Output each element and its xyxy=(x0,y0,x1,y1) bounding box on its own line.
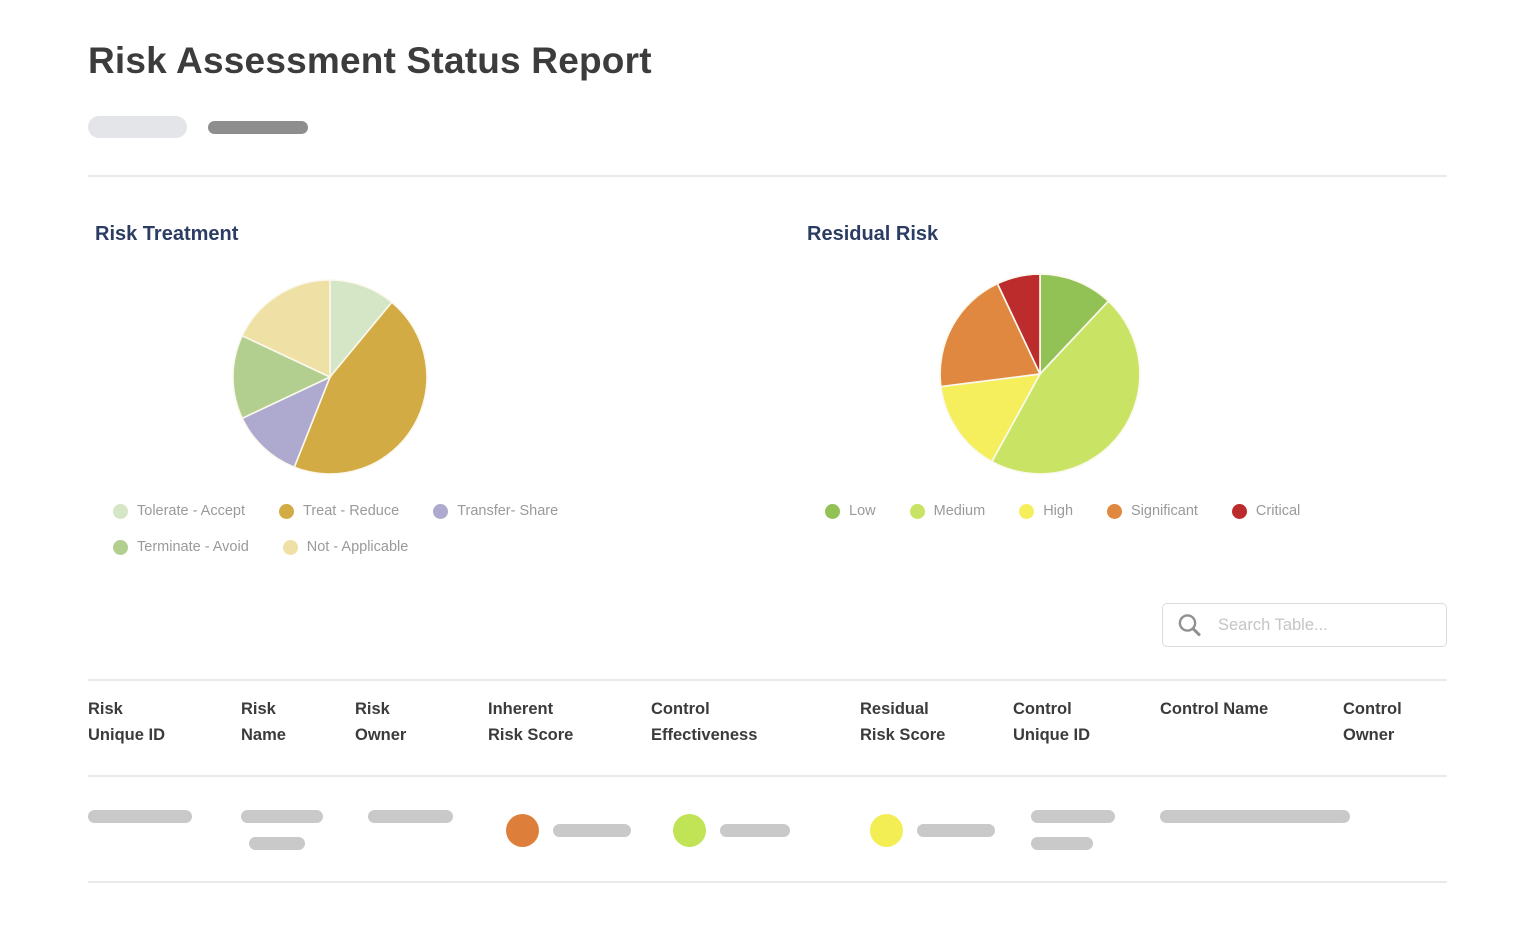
legend-item: Not - Applicable xyxy=(282,539,409,555)
column-header-risk-unique-id: Risk Unique ID xyxy=(88,700,165,745)
legend-item: Significant xyxy=(1107,503,1198,519)
legend-label: Not - Applicable xyxy=(306,539,409,555)
control-effectiveness-badge xyxy=(673,813,706,847)
legend-label: Medium xyxy=(933,503,986,519)
legend-label: Terminate - Avoid xyxy=(137,539,249,555)
legend-label: Critical xyxy=(1255,503,1301,519)
table-bottom-divider xyxy=(88,880,1447,883)
cell-control-owner xyxy=(1343,777,1440,881)
pie-slice-terminate-avoid xyxy=(232,334,332,420)
skeleton-bar xyxy=(249,836,305,850)
residual-risk-chart-block: Residual Risk Low Medium High Significant Cr… xyxy=(768,223,1447,555)
skeleton-bar xyxy=(1031,809,1115,823)
search-input[interactable] xyxy=(1218,615,1428,635)
table-header-divider xyxy=(88,774,1447,777)
search-icon xyxy=(1178,613,1201,636)
cell-inherent-risk-score xyxy=(488,777,651,881)
cell-control-effectiveness xyxy=(651,777,860,881)
table-row[interactable] xyxy=(88,777,1447,881)
legend-dot-icon xyxy=(1107,503,1123,519)
residual-risk-score-badge xyxy=(870,813,903,847)
column-header-inherent-risk-score: Inherent Risk Score xyxy=(488,700,574,745)
column-header-control-name: Control Name xyxy=(1160,700,1269,718)
legend-dot-icon xyxy=(282,539,298,555)
column-header-control-unique-id: Control Unique ID xyxy=(1013,700,1090,745)
legend-label: High xyxy=(1043,503,1074,519)
risk-table: Risk Unique ID Risk Name Risk Owner Inheren… xyxy=(88,679,1447,883)
skeleton-bar xyxy=(917,823,995,837)
cell-control-unique-id xyxy=(1013,777,1160,881)
legend-item: Terminate - Avoid xyxy=(113,539,249,555)
legend-item: High xyxy=(1019,503,1073,519)
legend-dot-icon xyxy=(1019,503,1035,519)
table-toolbar xyxy=(88,603,1447,647)
pie-slice-tolerate-accept xyxy=(329,279,393,380)
skeleton-bar xyxy=(1160,809,1350,823)
legend-label: Significant xyxy=(1131,503,1198,519)
risk-treatment-pie-chart xyxy=(230,277,430,477)
column-header-risk-name: Risk Name xyxy=(241,700,286,745)
risk-treatment-chart-block: Risk Treatment Tolerate - Accept Treat - … xyxy=(88,223,768,555)
skeleton-bar xyxy=(88,809,192,823)
residual-risk-pie-chart xyxy=(937,271,1143,477)
pie-slice-low xyxy=(1039,273,1110,377)
cell-residual-risk-score xyxy=(860,777,1013,881)
table-header-row: Risk Unique ID Risk Name Risk Owner Inheren… xyxy=(88,681,1447,775)
legend-item: Low xyxy=(825,503,876,519)
skeleton-bar xyxy=(720,823,790,837)
legend-item: Transfer- Share xyxy=(433,503,558,519)
pie-slice-transfer-share xyxy=(241,375,332,469)
skeleton-bar xyxy=(553,823,631,837)
charts-section: Risk Treatment Tolerate - Accept Treat - … xyxy=(88,223,1447,555)
risk-treatment-legend: Tolerate - Accept Treat - Reduce Transfer-… xyxy=(113,503,673,555)
subtitle-skeleton-row xyxy=(88,116,1447,138)
legend-item: Treat - Reduce xyxy=(279,503,399,519)
page-title: Risk Assessment Status Report xyxy=(88,40,652,81)
pie-slice-not-applicable xyxy=(241,279,331,379)
cell-risk-name xyxy=(241,777,355,881)
legend-label: Tolerate - Accept xyxy=(137,503,245,519)
pie-slice-medium xyxy=(990,300,1141,475)
pie-slice-treat-reduce xyxy=(293,301,428,475)
legend-dot-icon xyxy=(113,503,128,519)
skeleton-pill-dark xyxy=(208,120,308,134)
skeleton-bar xyxy=(1031,836,1093,850)
risk-treatment-title: Risk Treatment xyxy=(95,223,239,245)
column-header-risk-owner: Risk Owner xyxy=(355,700,407,745)
column-header-residual-risk-score: Residual Risk Score xyxy=(860,700,946,745)
pie-slice-high xyxy=(939,372,1042,463)
legend-dot-icon xyxy=(909,503,925,519)
legend-label: Treat - Reduce xyxy=(303,503,400,519)
residual-risk-legend: Low Medium High Significant Critical xyxy=(825,503,1465,519)
cell-risk-unique-id xyxy=(88,777,241,881)
pie-slice-significant xyxy=(939,282,1042,388)
legend-label: Low xyxy=(849,503,876,519)
legend-dot-icon xyxy=(279,503,294,519)
skeleton-bar xyxy=(241,809,323,823)
legend-dot-icon xyxy=(1231,503,1247,519)
legend-item: Critical xyxy=(1231,503,1301,519)
skeleton-pill-light xyxy=(88,116,187,138)
legend-dot-icon xyxy=(825,503,840,519)
column-header-control-owner: Control Owner xyxy=(1343,700,1402,745)
legend-item: Medium xyxy=(909,503,986,519)
residual-risk-title: Residual Risk xyxy=(807,223,939,245)
column-header-control-effectiveness: Control Effectiveness xyxy=(651,700,758,745)
pie-slice-critical xyxy=(996,273,1041,375)
top-divider xyxy=(88,175,1447,177)
report-page: Risk Assessment Status Report Risk Treat… xyxy=(88,40,1447,883)
cell-risk-owner xyxy=(355,777,488,881)
legend-dot-icon xyxy=(433,503,449,519)
skeleton-bar xyxy=(368,809,453,823)
cell-control-name xyxy=(1160,777,1350,881)
legend-item: Tolerate - Accept xyxy=(113,503,245,519)
table-top-divider xyxy=(88,679,1447,681)
table-search-box[interactable] xyxy=(1162,603,1447,647)
legend-label: Transfer- Share xyxy=(457,503,559,519)
inherent-risk-score-badge xyxy=(506,813,539,847)
legend-dot-icon xyxy=(113,539,128,555)
